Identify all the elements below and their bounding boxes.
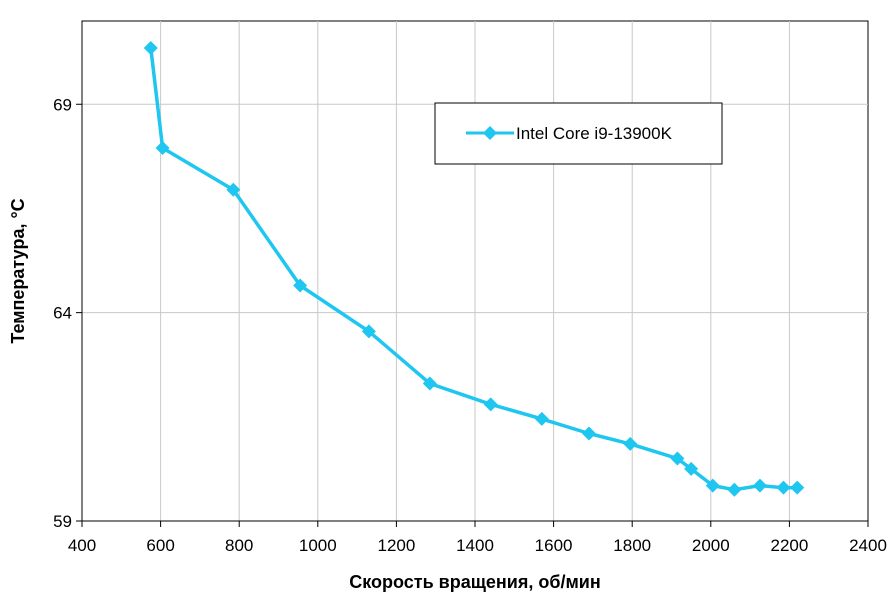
data-point-marker — [361, 324, 376, 339]
y-axis-title: Температура, °C — [8, 198, 28, 343]
tick-labels: 400 600 800 1000 1200 1400 1600 1800 2000 2200 240… — [53, 95, 887, 555]
x-tick-label: 1200 — [377, 536, 415, 555]
data-point-marker — [534, 411, 549, 426]
data-point-marker — [581, 426, 596, 441]
x-tick-label: 1800 — [613, 536, 651, 555]
y-tick-label: 69 — [53, 95, 72, 114]
data-point-marker — [226, 182, 241, 197]
data-point-marker — [790, 480, 805, 495]
data-point-marker — [776, 480, 791, 495]
series-layer — [143, 41, 805, 497]
data-point-marker — [705, 478, 720, 493]
data-point-marker — [670, 451, 685, 466]
data-point-marker — [752, 478, 767, 493]
legend-series-label: Intel Core i9-13900K — [516, 124, 673, 143]
legend-diamond-marker — [483, 126, 497, 140]
x-tick-label: 2200 — [770, 536, 808, 555]
x-tick-label: 600 — [146, 536, 174, 555]
x-tick-label: 1400 — [456, 536, 494, 555]
data-point-marker — [684, 461, 699, 476]
data-point-marker — [155, 141, 170, 156]
x-tick-label: 1000 — [299, 536, 337, 555]
data-point-marker — [623, 436, 638, 451]
x-tick-label: 800 — [225, 536, 253, 555]
gridlines — [82, 21, 868, 521]
axes — [76, 21, 869, 527]
x-tick-label: 1600 — [535, 536, 573, 555]
x-axis-title: Скорость вращения, об/мин — [349, 572, 601, 592]
data-point-marker — [422, 376, 437, 391]
data-point-marker — [293, 278, 308, 293]
data-point-marker — [483, 397, 498, 412]
legend: Intel Core i9-13900K — [434, 102, 723, 165]
x-tick-label: 400 — [68, 536, 96, 555]
data-point-marker — [143, 41, 158, 55]
data-point-marker — [727, 482, 742, 497]
x-tick-label: 2000 — [692, 536, 730, 555]
x-tick-label: 2400 — [849, 536, 887, 555]
y-tick-label: 64 — [53, 304, 72, 323]
y-tick-label: 59 — [53, 512, 72, 531]
